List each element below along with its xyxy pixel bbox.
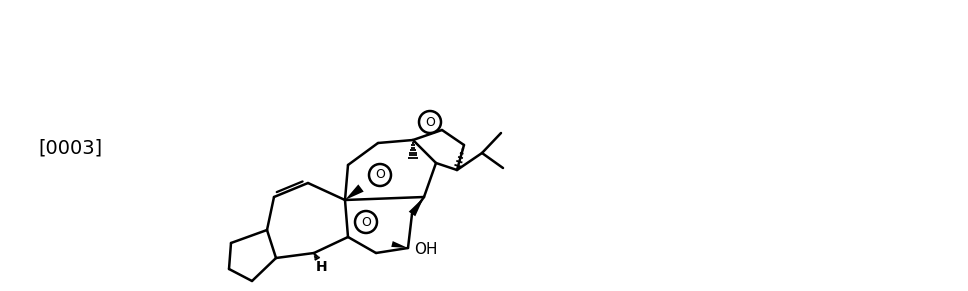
Polygon shape <box>391 241 408 248</box>
Text: OH: OH <box>414 242 438 258</box>
Circle shape <box>355 211 377 233</box>
Circle shape <box>369 164 391 186</box>
Text: [0003]: [0003] <box>38 139 103 157</box>
Text: H: H <box>317 260 328 274</box>
Polygon shape <box>345 184 364 200</box>
Text: O: O <box>425 116 435 129</box>
Text: O: O <box>375 168 385 182</box>
Polygon shape <box>408 197 424 216</box>
Circle shape <box>419 111 441 133</box>
Text: O: O <box>361 216 371 228</box>
